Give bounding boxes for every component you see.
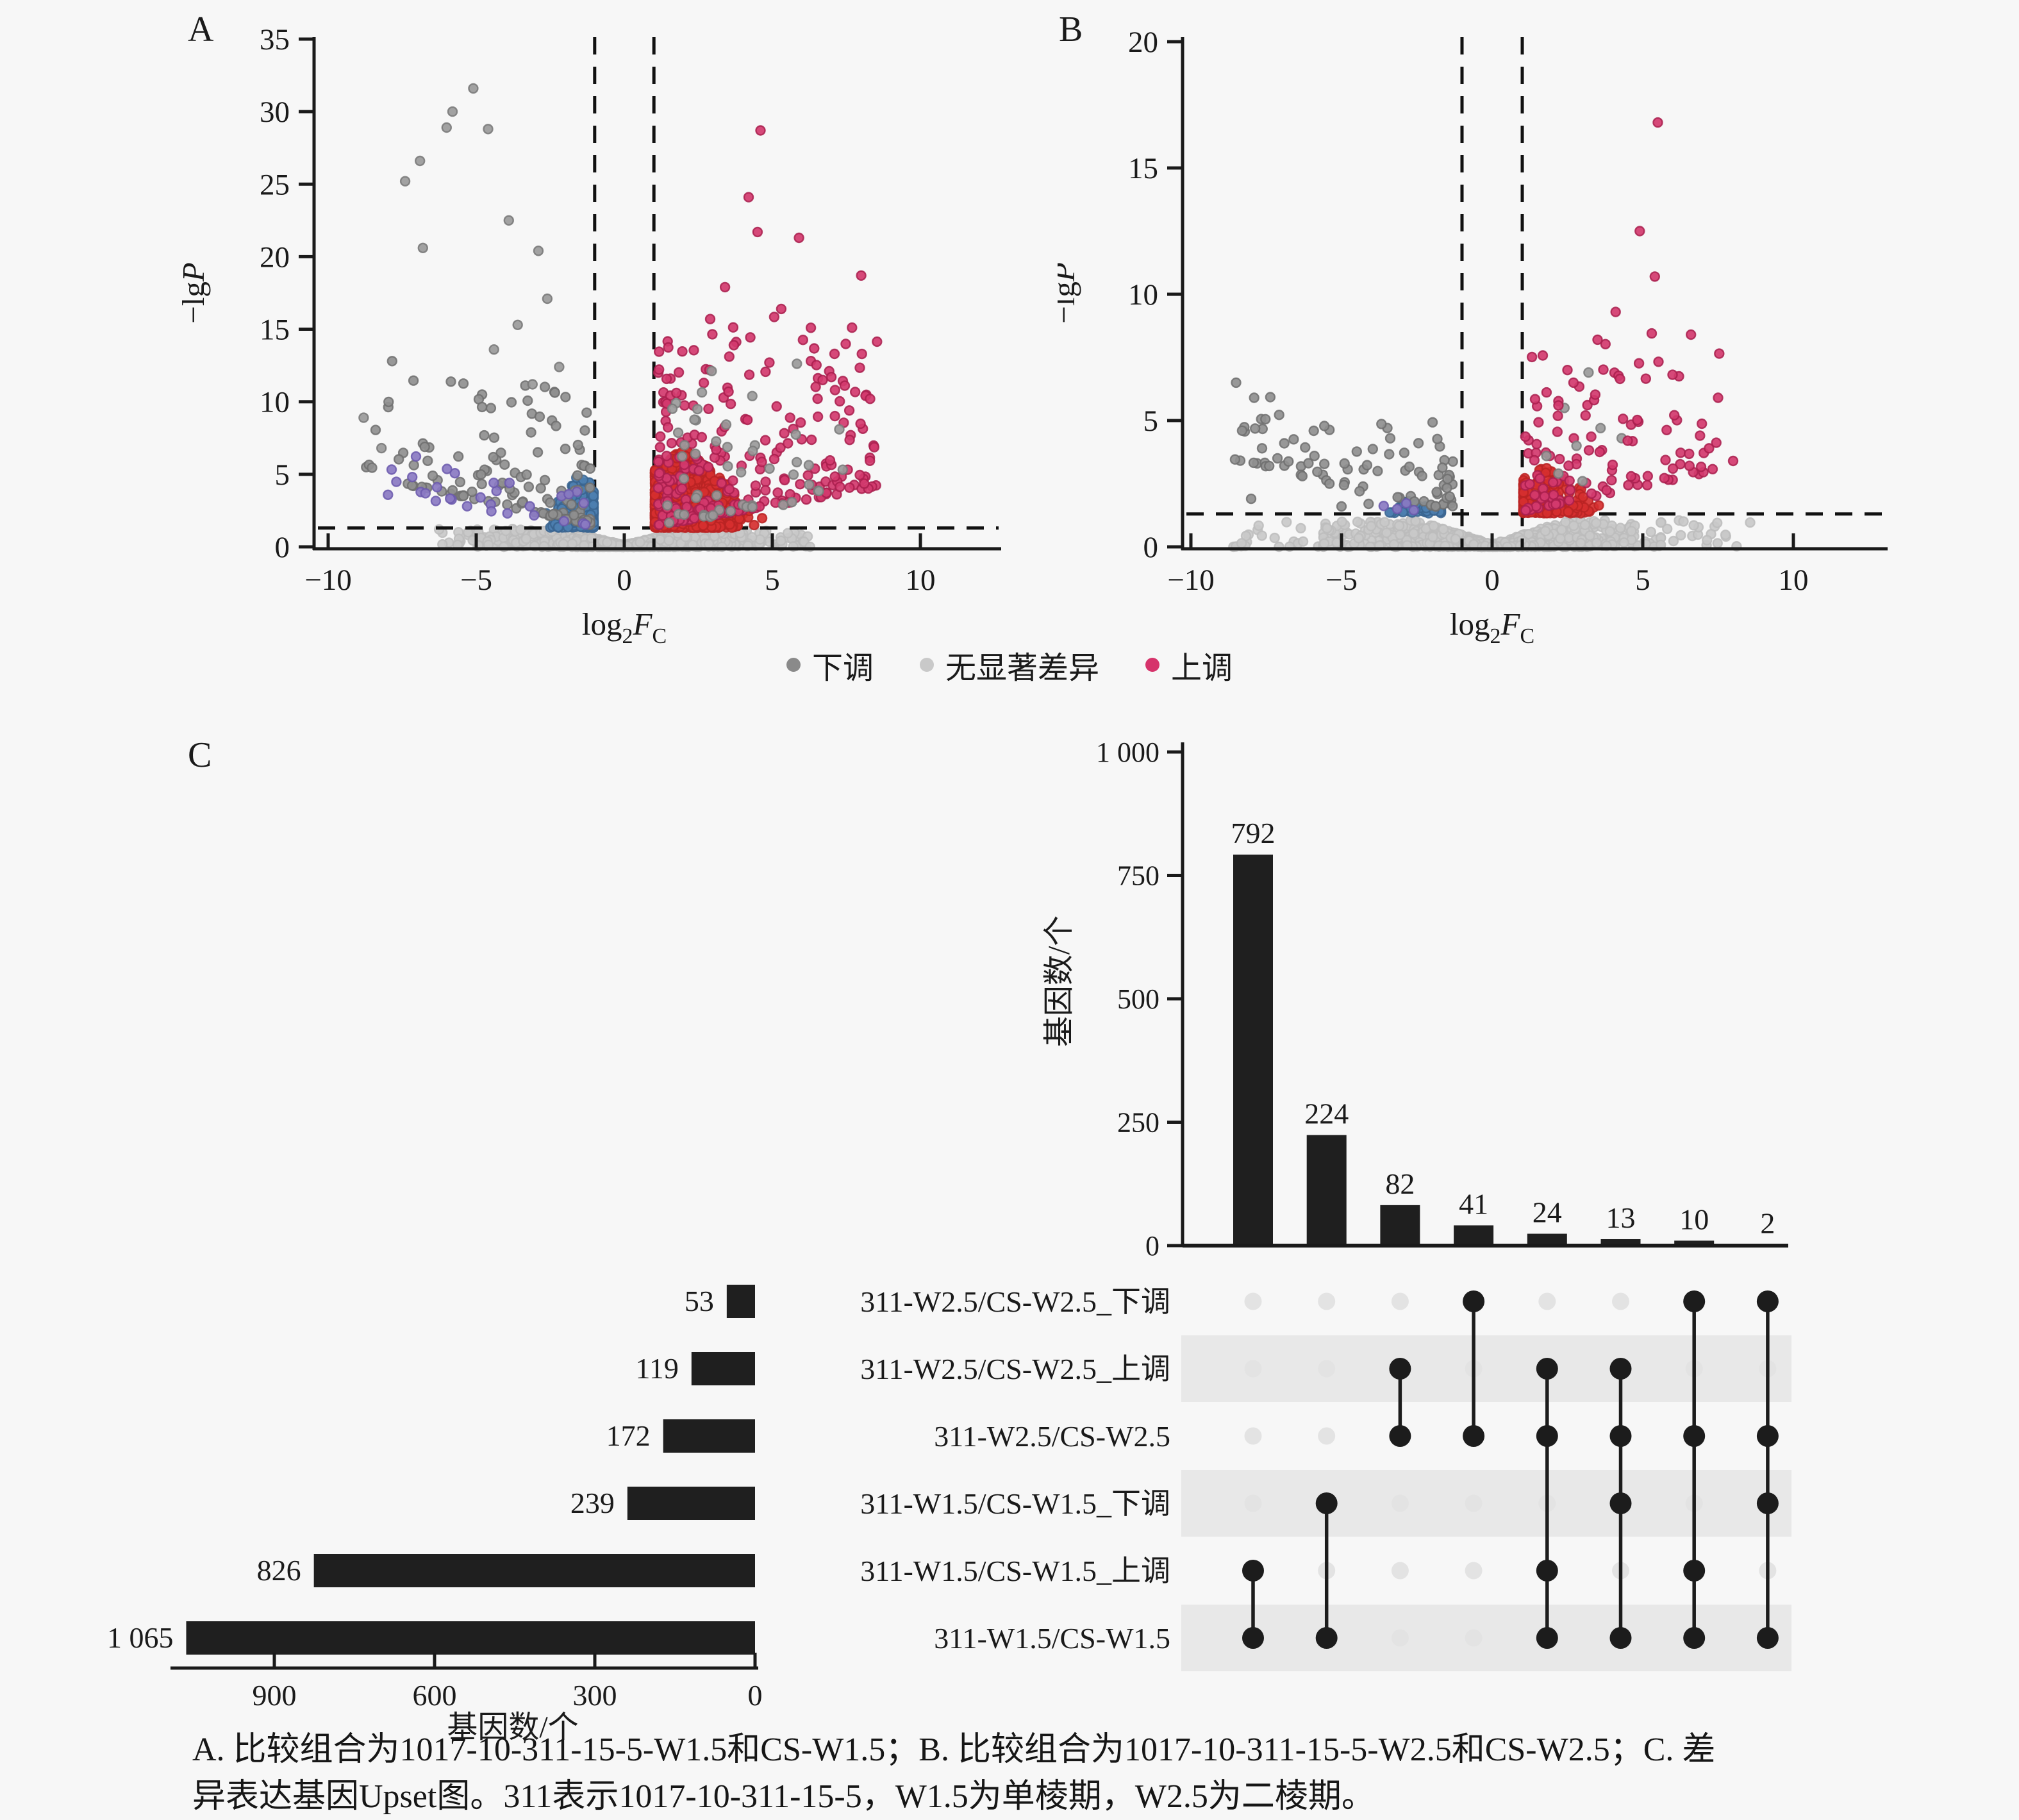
volcano-a-axes: 0 5 10 15 20 25 30 35 −10 −5 0 5 10 log2FC −lgP xyxy=(176,23,1001,648)
volcano-plot-b: 0 5 10 15 20 −10 −5 0 5 10 log2FC −lgP xyxy=(1058,26,1888,648)
upset-axes: 0 250 500 750 1 000 基因数/个 xyxy=(1042,737,1788,1262)
upset-plot: 792 224 82 41 24 13 10 2 0 250 500 750 1 000 基因数/个 53 3… xyxy=(107,737,1791,1744)
svg-text:10: 10 xyxy=(1128,278,1158,312)
volcano-plot-a: 0 5 10 15 20 25 30 35 −10 −5 0 5 10 log2FC −lgP xyxy=(176,23,1001,648)
svg-text:500: 500 xyxy=(1117,983,1159,1015)
volcano-a-up-gray-scatter xyxy=(662,358,849,528)
volcano-b-axes: 0 5 10 15 20 −10 −5 0 5 10 log2FC −lgP xyxy=(1058,26,1888,648)
svg-text:0: 0 xyxy=(1145,1230,1159,1262)
svg-text:−5: −5 xyxy=(1325,564,1358,597)
svg-text:239: 239 xyxy=(570,1487,615,1519)
svg-text:224: 224 xyxy=(1304,1098,1349,1130)
volcano-a-down-gray-outliers xyxy=(358,83,565,454)
svg-text:−10: −10 xyxy=(304,564,352,597)
svg-text:0: 0 xyxy=(748,1679,763,1712)
svg-text:792: 792 xyxy=(1231,817,1275,849)
panel-a-letter: A xyxy=(188,10,214,49)
svg-text:1 000: 1 000 xyxy=(1096,737,1159,768)
svg-text:5: 5 xyxy=(765,564,780,597)
svg-text:10: 10 xyxy=(1679,1203,1709,1235)
svg-text:基因数/个: 基因数/个 xyxy=(1042,915,1076,1047)
svg-text:10: 10 xyxy=(260,386,290,419)
svg-text:24: 24 xyxy=(1533,1196,1562,1229)
up-dot-icon xyxy=(1145,658,1159,672)
svg-text:826: 826 xyxy=(257,1554,301,1587)
volcano-b-threshold-lines xyxy=(1186,37,1885,549)
svg-text:311-W1.5/CS-W1.5_下调: 311-W1.5/CS-W1.5_下调 xyxy=(860,1487,1170,1520)
volcano-a-significant-points xyxy=(358,83,883,533)
svg-text:0: 0 xyxy=(1484,564,1500,597)
caption-line-1: A. 比较组合为1017-10-311-15-5-W1.5和CS-W1.5；B.… xyxy=(192,1732,1716,1768)
svg-text:5: 5 xyxy=(275,458,290,492)
svg-text:0: 0 xyxy=(275,531,290,564)
caption-line-2: 异表达基因Upset图。311表示1017-10-311-15-5，W1.5为单… xyxy=(192,1778,1375,1815)
svg-text:750: 750 xyxy=(1117,860,1159,892)
panel-b-letter: B xyxy=(1059,10,1083,49)
svg-text:−10: −10 xyxy=(1167,564,1215,597)
volcano-b-down-purple-dots xyxy=(1378,498,1420,516)
volcano-b-down-gray-outliers xyxy=(1231,377,1383,512)
svg-text:log2FC: log2FC xyxy=(582,606,667,648)
svg-text:−5: −5 xyxy=(460,564,492,597)
svg-text:15: 15 xyxy=(260,313,290,347)
legend-item-nonsig: 无显著差异 xyxy=(919,642,1099,687)
svg-text:20: 20 xyxy=(1128,26,1158,59)
svg-text:82: 82 xyxy=(1385,1167,1415,1200)
legend-label-nonsig: 无显著差异 xyxy=(945,651,1099,685)
svg-text:300: 300 xyxy=(573,1679,617,1712)
svg-text:30: 30 xyxy=(260,96,290,129)
legend-label-down: 下调 xyxy=(811,651,874,685)
svg-text:15: 15 xyxy=(1128,152,1158,185)
svg-text:0: 0 xyxy=(1143,531,1159,564)
svg-text:53: 53 xyxy=(685,1285,714,1317)
svg-text:−lgP: −lgP xyxy=(1058,262,1081,324)
legend-item-down: 下调 xyxy=(786,642,874,687)
svg-text:311-W2.5/CS-W2.5_上调: 311-W2.5/CS-W2.5_上调 xyxy=(860,1353,1170,1385)
svg-text:10: 10 xyxy=(906,564,936,597)
upset-intersection-bars: 792 224 82 41 24 13 10 2 xyxy=(1231,817,1788,1246)
volcano-b-down-gray-scatter xyxy=(1229,392,1458,512)
svg-text:119: 119 xyxy=(636,1352,679,1385)
volcano-a-down-purple-scatter xyxy=(383,451,591,530)
svg-text:20: 20 xyxy=(260,240,290,274)
panel-c-letter: C xyxy=(188,735,212,775)
svg-text:1 065: 1 065 xyxy=(107,1621,174,1654)
svg-text:25: 25 xyxy=(260,168,290,201)
figure-caption: A. 比较组合为1017-10-311-15-5-W1.5和CS-W1.5；B.… xyxy=(192,1727,1872,1820)
svg-text:600: 600 xyxy=(413,1679,457,1712)
volcano-b-up-rose-outliers xyxy=(1553,117,1739,474)
volcano-a-up-rose-outliers xyxy=(704,125,876,423)
svg-text:900: 900 xyxy=(253,1679,297,1712)
legend-label-up: 上调 xyxy=(1171,651,1233,685)
svg-text:5: 5 xyxy=(1635,564,1650,597)
svg-text:0: 0 xyxy=(617,564,632,597)
svg-text:311-W2.5/CS-W2.5: 311-W2.5/CS-W2.5 xyxy=(934,1420,1170,1453)
svg-text:250: 250 xyxy=(1117,1107,1159,1139)
svg-text:基因数/个: 基因数/个 xyxy=(447,1710,578,1744)
volcano-a-up-rose-scatter xyxy=(652,312,883,531)
svg-text:35: 35 xyxy=(260,23,290,56)
svg-text:5: 5 xyxy=(1143,405,1159,438)
svg-text:311-W1.5/CS-W1.5_上调: 311-W1.5/CS-W1.5_上调 xyxy=(860,1555,1170,1587)
legend: 下调 无显著差异 上调 xyxy=(0,642,2019,687)
legend-item-up: 上调 xyxy=(1145,642,1233,687)
upset-membership-matrix xyxy=(1242,1290,1779,1649)
nonsig-dot-icon xyxy=(919,658,934,672)
svg-text:13: 13 xyxy=(1606,1201,1636,1234)
down-dot-icon xyxy=(786,658,801,672)
svg-text:2: 2 xyxy=(1760,1206,1775,1239)
upset-set-size-bars: 53 311-W2.5/CS-W2.5_下调 119 311-W2.5/CS-W2.5… xyxy=(107,1285,1170,1744)
svg-text:172: 172 xyxy=(606,1419,651,1452)
upset-row-stripes xyxy=(1181,1335,1791,1671)
volcano-b-up-rose-scatter xyxy=(1520,328,1725,516)
svg-text:log2FC: log2FC xyxy=(1450,606,1534,648)
svg-text:−lgP: −lgP xyxy=(176,262,211,324)
volcano-b-significant-points xyxy=(1229,117,1739,519)
svg-text:41: 41 xyxy=(1459,1187,1488,1220)
svg-text:311-W2.5/CS-W2.5_下调: 311-W2.5/CS-W2.5_下调 xyxy=(860,1285,1170,1318)
svg-text:311-W1.5/CS-W1.5: 311-W1.5/CS-W1.5 xyxy=(934,1622,1170,1655)
svg-text:10: 10 xyxy=(1779,564,1809,597)
